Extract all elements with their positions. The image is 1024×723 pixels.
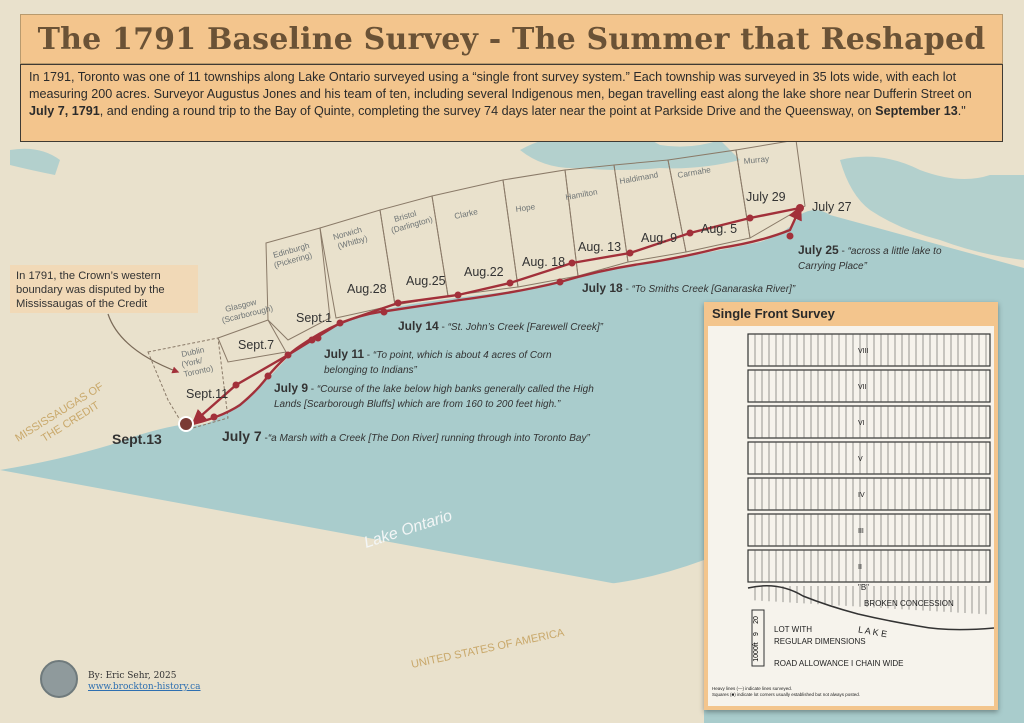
waypoint-july29 — [746, 214, 754, 222]
concession-row — [747, 405, 991, 439]
note-leader-line — [107, 313, 180, 374]
waypoint-sept7 — [284, 351, 292, 359]
concession-row — [747, 369, 991, 403]
lot-b-label: "B" — [858, 583, 869, 592]
date-aug18: Aug. 18 — [522, 255, 565, 269]
legend-lot-line1: LOT WITH — [774, 625, 812, 634]
concession-row — [747, 441, 991, 475]
title-banner: The 1791 Baseline Survey - The Summer th… — [20, 14, 1003, 107]
note-july11: July 11 - “To point, which is about 4 ac… — [324, 347, 552, 376]
date-july29: July 29 — [746, 190, 786, 204]
waypoint-july7-start — [210, 413, 218, 421]
township-dublin: Dublin(York/Toronto) — [179, 344, 215, 379]
note-july7: July 7 -“a Marsh with a Creek [The Don R… — [222, 428, 590, 444]
footnote-heavy-lines: Heavy lines (—) indicate lines surveyed. — [712, 686, 792, 691]
date-sept7: Sept.7 — [238, 338, 274, 352]
date-sept13: Sept.13 — [112, 431, 162, 447]
broken-concession-label: BROKEN CONCESSION — [864, 599, 954, 608]
township-murray: Murray — [743, 154, 770, 166]
waypoint-aug28 — [336, 319, 344, 327]
scale-bar: 20 9 1000ft — [751, 609, 765, 667]
waypoints — [178, 204, 804, 432]
concession-label: VI — [858, 420, 865, 427]
note-july14: July 14 - “St. John’s Creek [Farewell Cr… — [398, 319, 604, 333]
note-july27: July 27 — [812, 200, 852, 214]
waypoint-aug22 — [454, 291, 462, 299]
survey-route — [186, 205, 802, 427]
note-july9: July 9 - “Course of the lake below high … — [274, 381, 594, 410]
scale-20: 20 — [753, 616, 760, 624]
westbound-date-labels: July 29 Aug. 5 Aug. 9 Aug. 13 Aug. 18 Au… — [112, 190, 786, 447]
concession-row — [747, 333, 991, 367]
intro-end-date: September 13 — [875, 104, 958, 118]
concession-label: II — [858, 564, 862, 571]
waypoint-july9 — [264, 372, 272, 380]
scale-1000ft: 1000ft — [753, 642, 760, 662]
westbound-route — [191, 206, 802, 424]
legend-lot-line2: REGULAR DIMENSIONS — [774, 637, 866, 646]
author-name: By: Eric Sehr, 2025 — [88, 671, 177, 681]
intro-text-3: ." — [957, 104, 966, 118]
township-outlines — [147, 139, 806, 431]
waypoint-aug25 — [394, 299, 402, 307]
lake-shoreline — [747, 585, 995, 631]
date-aug13: Aug. 13 — [578, 240, 621, 254]
website-link[interactable]: www.brockton-history.ca — [88, 682, 201, 692]
waypoint-aug5 — [686, 229, 694, 237]
legend-road-allowance: ROAD ALLOWANCE I CHAIN WIDE — [774, 659, 904, 668]
date-aug22: Aug.22 — [464, 265, 504, 279]
date-sept11: Sept.11 — [186, 387, 228, 401]
waypoint-sept1 — [308, 336, 316, 344]
waypoint-july18 — [556, 278, 564, 286]
concession-row — [747, 477, 991, 511]
end-point-marker — [178, 416, 194, 432]
eastbound-route — [186, 205, 802, 427]
note-july18: July 18 - “To Smiths Creek [Ganaraska Ri… — [582, 281, 796, 295]
intro-paragraph: In 1791, Toronto was one of 11 townships… — [20, 64, 1003, 142]
lake-label: L A K E — [857, 624, 887, 639]
boundary-note: In 1791, the Crown’s western boundary wa… — [10, 265, 198, 313]
waypoint-july27 — [796, 204, 804, 212]
eastbound-annotations: July 7 -“a Marsh with a Creek [The Don R… — [222, 200, 942, 444]
waypoint-july25 — [786, 232, 794, 240]
waypoint-aug9 — [626, 249, 634, 257]
single-front-survey-inset: Single Front Survey VIII VII VI V IV III II "B… — [704, 302, 998, 710]
concession-label: IV — [858, 492, 865, 499]
date-aug28: Aug.28 — [347, 282, 387, 296]
intro-text-1: In 1791, Toronto was one of 11 townships… — [29, 70, 972, 101]
date-aug9: Aug. 9 — [641, 231, 677, 245]
single-front-survey-diagram: VIII VII VI V IV III II "B" BROKEN CONCESSION … — [708, 326, 995, 706]
date-aug5: Aug. 5 — [701, 222, 737, 236]
concession-label: III — [858, 528, 864, 535]
waypoint-july11 — [314, 334, 322, 342]
waypoint-aug18 — [506, 279, 514, 287]
intro-start-date: July 7, 1791 — [29, 104, 100, 118]
concession-label: VIII — [858, 348, 869, 355]
intro-text-2: , and ending a round trip to the Bay of … — [99, 104, 876, 118]
brockton-seal-icon — [40, 660, 78, 698]
date-aug25: Aug.25 — [406, 274, 446, 288]
concession-row — [747, 549, 991, 583]
waypoint-aug13 — [568, 259, 576, 267]
waypoint-sept11 — [232, 381, 240, 389]
township-hope: Hope — [515, 202, 536, 214]
date-sept1: Sept.1 — [296, 311, 332, 325]
waypoint-july14 — [380, 308, 388, 316]
south-shore — [0, 560, 704, 723]
scale-9: 9 — [753, 632, 760, 636]
concession-label: VII — [858, 384, 867, 391]
concession-row — [747, 513, 991, 547]
concession-label: V — [858, 456, 863, 463]
single-front-survey-title: Single Front Survey — [712, 306, 835, 321]
footnote-squares: Squares (■) indicate lot corners usually… — [712, 692, 860, 697]
note-july25: July 25 - “across a little lake to Carryi… — [798, 243, 942, 272]
